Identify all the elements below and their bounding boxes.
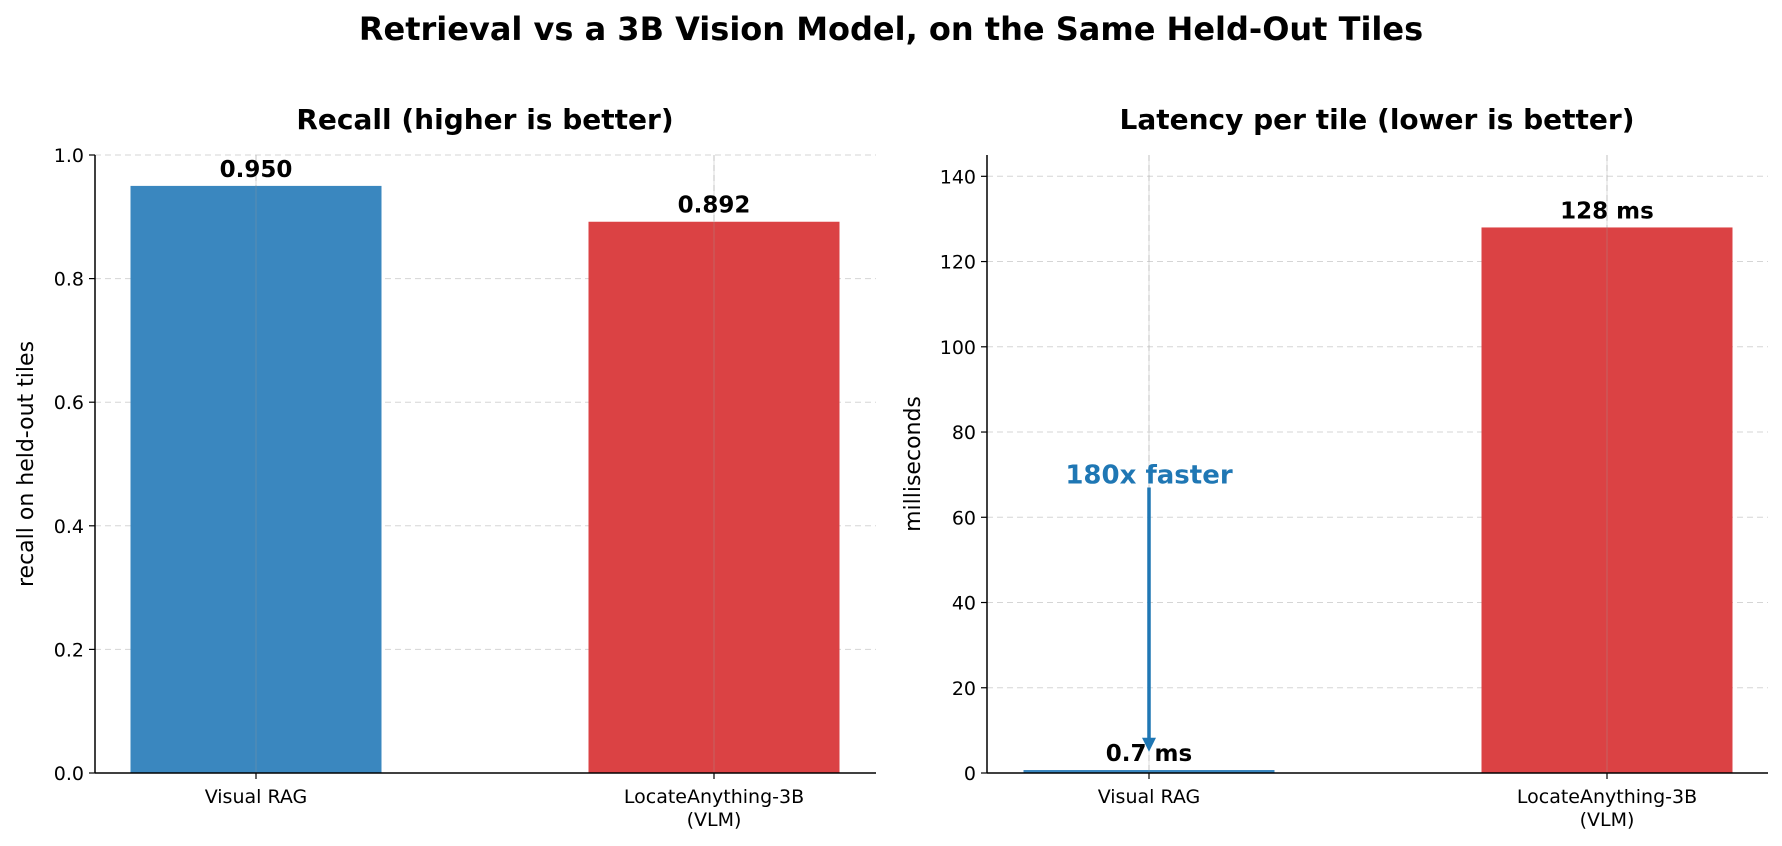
y-tick-label: 0.8 <box>54 269 84 291</box>
y-tick-label: 0.2 <box>54 639 84 661</box>
x-tick-label: (VLM) <box>1580 809 1635 831</box>
data-label: 128 ms <box>1560 198 1654 224</box>
y-tick-label: 1.0 <box>54 145 84 167</box>
panel-title: Recall (higher is better) <box>296 103 673 136</box>
y-tick-label: 0.0 <box>54 763 84 785</box>
bar <box>130 185 382 773</box>
y-axis-label: milliseconds <box>901 396 926 532</box>
y-tick-label: 0.4 <box>54 516 84 538</box>
y-tick-label: 40 <box>952 593 976 615</box>
y-tick-label: 80 <box>952 422 976 444</box>
bar <box>1023 770 1275 773</box>
y-tick-label: 0.6 <box>54 392 84 414</box>
data-label: 0.892 <box>678 193 751 219</box>
x-tick-label: Visual RAG <box>1098 786 1201 808</box>
panel-title: Latency per tile (lower is better) <box>1119 103 1634 136</box>
y-tick-label: 20 <box>952 678 976 700</box>
annotation-text: 180x faster <box>1065 461 1232 491</box>
figure-title: Retrieval vs a 3B Vision Model, on the S… <box>359 10 1423 48</box>
x-tick-label: LocateAnything-3B <box>1517 786 1697 808</box>
x-tick-label: Visual RAG <box>205 786 308 808</box>
bar <box>588 221 840 773</box>
y-tick-label: 100 <box>940 337 976 359</box>
data-label: 0.950 <box>220 157 293 183</box>
y-tick-label: 120 <box>940 252 976 274</box>
y-tick-label: 140 <box>940 166 976 188</box>
annotation-arrow-head <box>1142 737 1156 752</box>
x-tick-label: (VLM) <box>687 809 742 831</box>
latency-panel: 0 20 40 60 80 100 120 140 Visual RAG LocateAnythi… <box>901 103 1768 831</box>
x-tick-label: LocateAnything-3B <box>624 786 804 808</box>
y-axis-label: recall on held-out tiles <box>14 341 39 587</box>
recall-panel: 0.0 0.2 0.4 0.6 0.8 1.0 Visual RAG LocateAnythi… <box>14 103 876 831</box>
y-tick-label: 60 <box>952 507 976 529</box>
y-tick-label: 0 <box>964 763 976 785</box>
bar <box>1481 227 1733 773</box>
